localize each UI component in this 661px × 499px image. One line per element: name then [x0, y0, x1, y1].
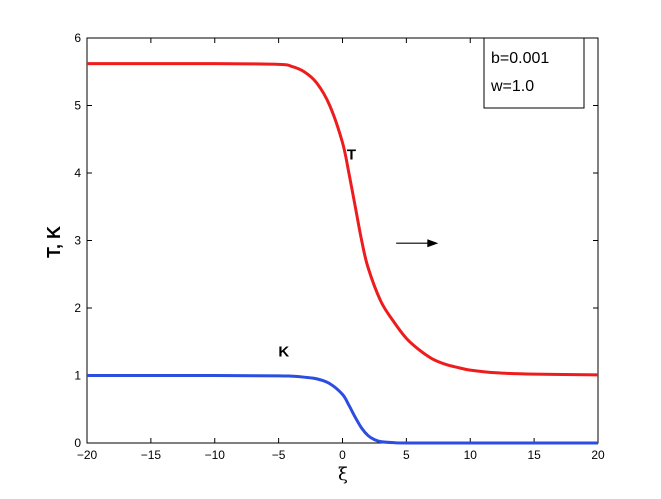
x-tick-label: 10: [464, 448, 478, 462]
x-tick-label: −5: [272, 448, 286, 462]
curve-label-t: T: [347, 147, 356, 164]
series-line-k: [86, 373, 598, 445]
x-tick-label: 5: [403, 448, 410, 462]
legend-line-2: w=1.0: [490, 78, 534, 95]
x-tick-label: 0: [339, 448, 346, 462]
y-tick-label: 3: [74, 234, 81, 248]
x-axis-ticks: −20 −15 −10 −5 0 5 10 15 20: [77, 38, 605, 462]
x-tick-label: −10: [205, 448, 226, 462]
annotation-layer: TK: [278, 147, 439, 361]
legend-border: [483, 37, 585, 109]
x-tick-label: −20: [77, 448, 98, 462]
x-axis-label: ξ: [338, 464, 348, 485]
series-layer: [86, 62, 599, 445]
x-tick-label: −15: [141, 448, 162, 462]
x-tick-label: 20: [591, 448, 605, 462]
y-tick-label: 0: [74, 436, 81, 450]
legend-line-1: b=0.001: [491, 50, 549, 67]
x-tick-label: 15: [527, 448, 541, 462]
y-tick-label: 4: [74, 166, 81, 180]
legend-box: b=0.001 w=1.0: [483, 37, 585, 109]
curve-label-k: K: [278, 344, 289, 361]
direction-arrow-head: [427, 239, 439, 248]
y-axis-label: T, K: [44, 226, 64, 258]
series-line-t: [86, 62, 599, 377]
y-tick-label: 6: [74, 31, 81, 45]
y-tick-label: 1: [74, 369, 81, 383]
y-tick-label: 2: [74, 301, 81, 315]
y-tick-label: 5: [74, 99, 81, 113]
